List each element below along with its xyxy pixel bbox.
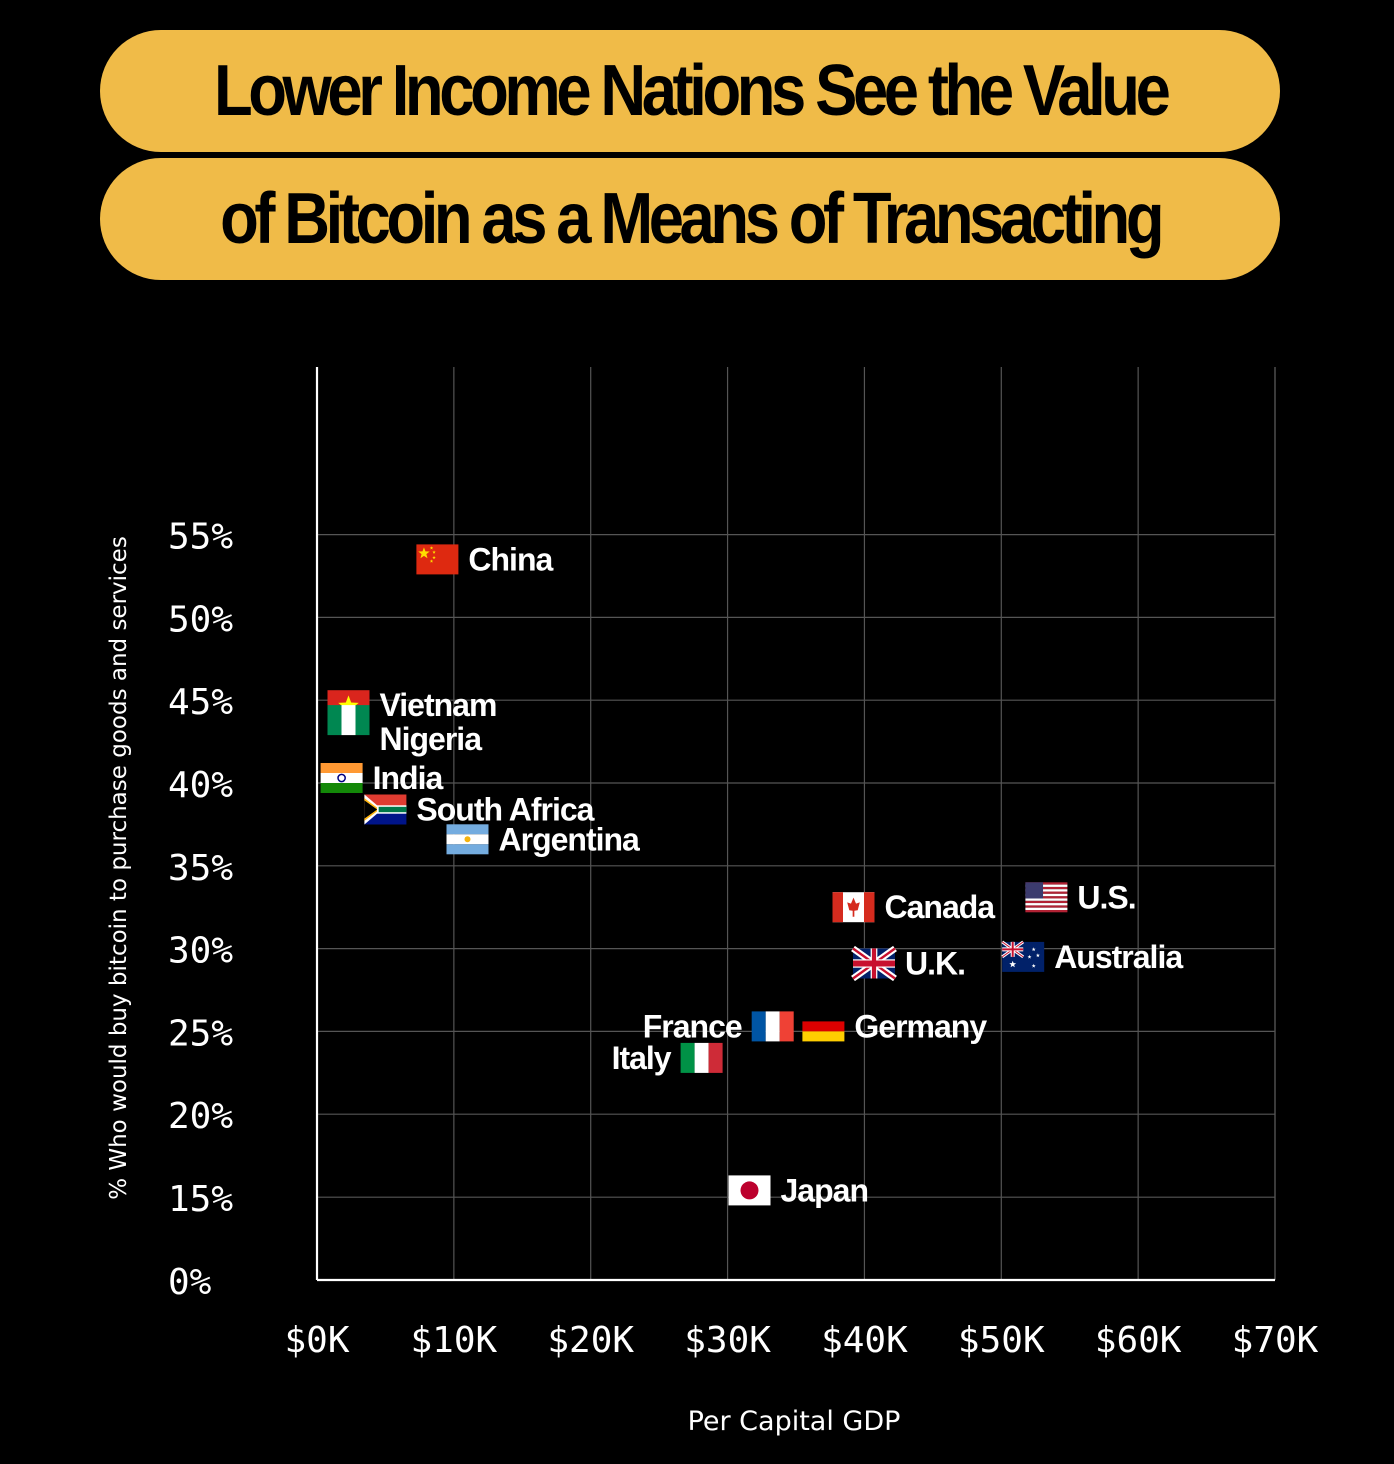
point-label-india: India	[373, 760, 444, 796]
germany-flag-icon	[802, 1011, 845, 1042]
us-flag-icon	[1025, 882, 1068, 913]
point-label-south-africa: South Africa	[416, 792, 594, 828]
x-tick-label: $70K	[1232, 1320, 1319, 1361]
france-flag-icon	[751, 1011, 794, 1042]
point-label-canada: Canada	[885, 889, 996, 925]
y-tick-label: 15%	[168, 1179, 233, 1220]
title-banner-line-2: of Bitcoin as a Means of Transacting	[100, 158, 1280, 280]
argentina-flag-icon	[446, 824, 489, 855]
y-tick-label: 20%	[168, 1096, 233, 1137]
y-axis-title: % Who would buy bitcoin to purchase good…	[106, 536, 132, 1200]
point-label-france: France	[643, 1008, 742, 1044]
x-tick-label: $40K	[821, 1320, 908, 1361]
x-tick-label: $60K	[1095, 1320, 1182, 1361]
y-tick-label: 25%	[168, 1013, 233, 1054]
x-tick-label: $0K	[284, 1320, 349, 1361]
y-tick-label: 55%	[168, 517, 233, 558]
point-label-u-k: U.K.	[905, 946, 965, 982]
y-tick-label: 40%	[168, 765, 233, 806]
y-tick-label: 30%	[168, 931, 233, 972]
y-tick-label: 0%	[168, 1262, 212, 1303]
point-label-japan: Japan	[781, 1172, 868, 1208]
south-africa-flag-icon	[364, 794, 407, 825]
x-tick-label: $10K	[411, 1320, 498, 1361]
x-axis-title: Per Capital GDP	[688, 1406, 901, 1437]
canada-flag-icon	[832, 892, 875, 923]
nigeria-flag-icon	[327, 705, 370, 736]
x-tick-label: $20K	[547, 1320, 634, 1361]
x-tick-label: $30K	[684, 1320, 771, 1361]
y-tick-label: 35%	[168, 848, 233, 889]
title-line-2: of Bitcoin as a Means of Transacting	[219, 179, 1164, 259]
japan-flag-icon	[728, 1175, 771, 1206]
point-label-italy: Italy	[612, 1040, 672, 1076]
title-line-1: Lower Income Nations See the Value	[213, 51, 1171, 131]
italy-flag-icon	[680, 1042, 723, 1073]
point-label-vietnam: Vietnam	[380, 687, 497, 723]
point-label-argentina: Argentina	[499, 821, 641, 857]
point-label-u-s: U.S.	[1077, 879, 1135, 915]
title-banner-line-1: Lower Income Nations See the Value	[100, 30, 1280, 152]
point-label-australia: Australia	[1054, 939, 1183, 975]
y-tick-label: 45%	[168, 682, 233, 723]
x-tick-label: $50K	[958, 1320, 1045, 1361]
china-flag-icon	[416, 544, 459, 575]
y-tick-label: 50%	[168, 599, 233, 640]
point-label-nigeria: Nigeria	[380, 721, 483, 757]
india-flag-icon	[320, 763, 363, 793]
point-label-germany: Germany	[854, 1008, 987, 1044]
australia-flag-icon	[1001, 940, 1045, 972]
point-label-china: China	[468, 541, 553, 577]
uk-flag-icon	[851, 945, 897, 982]
